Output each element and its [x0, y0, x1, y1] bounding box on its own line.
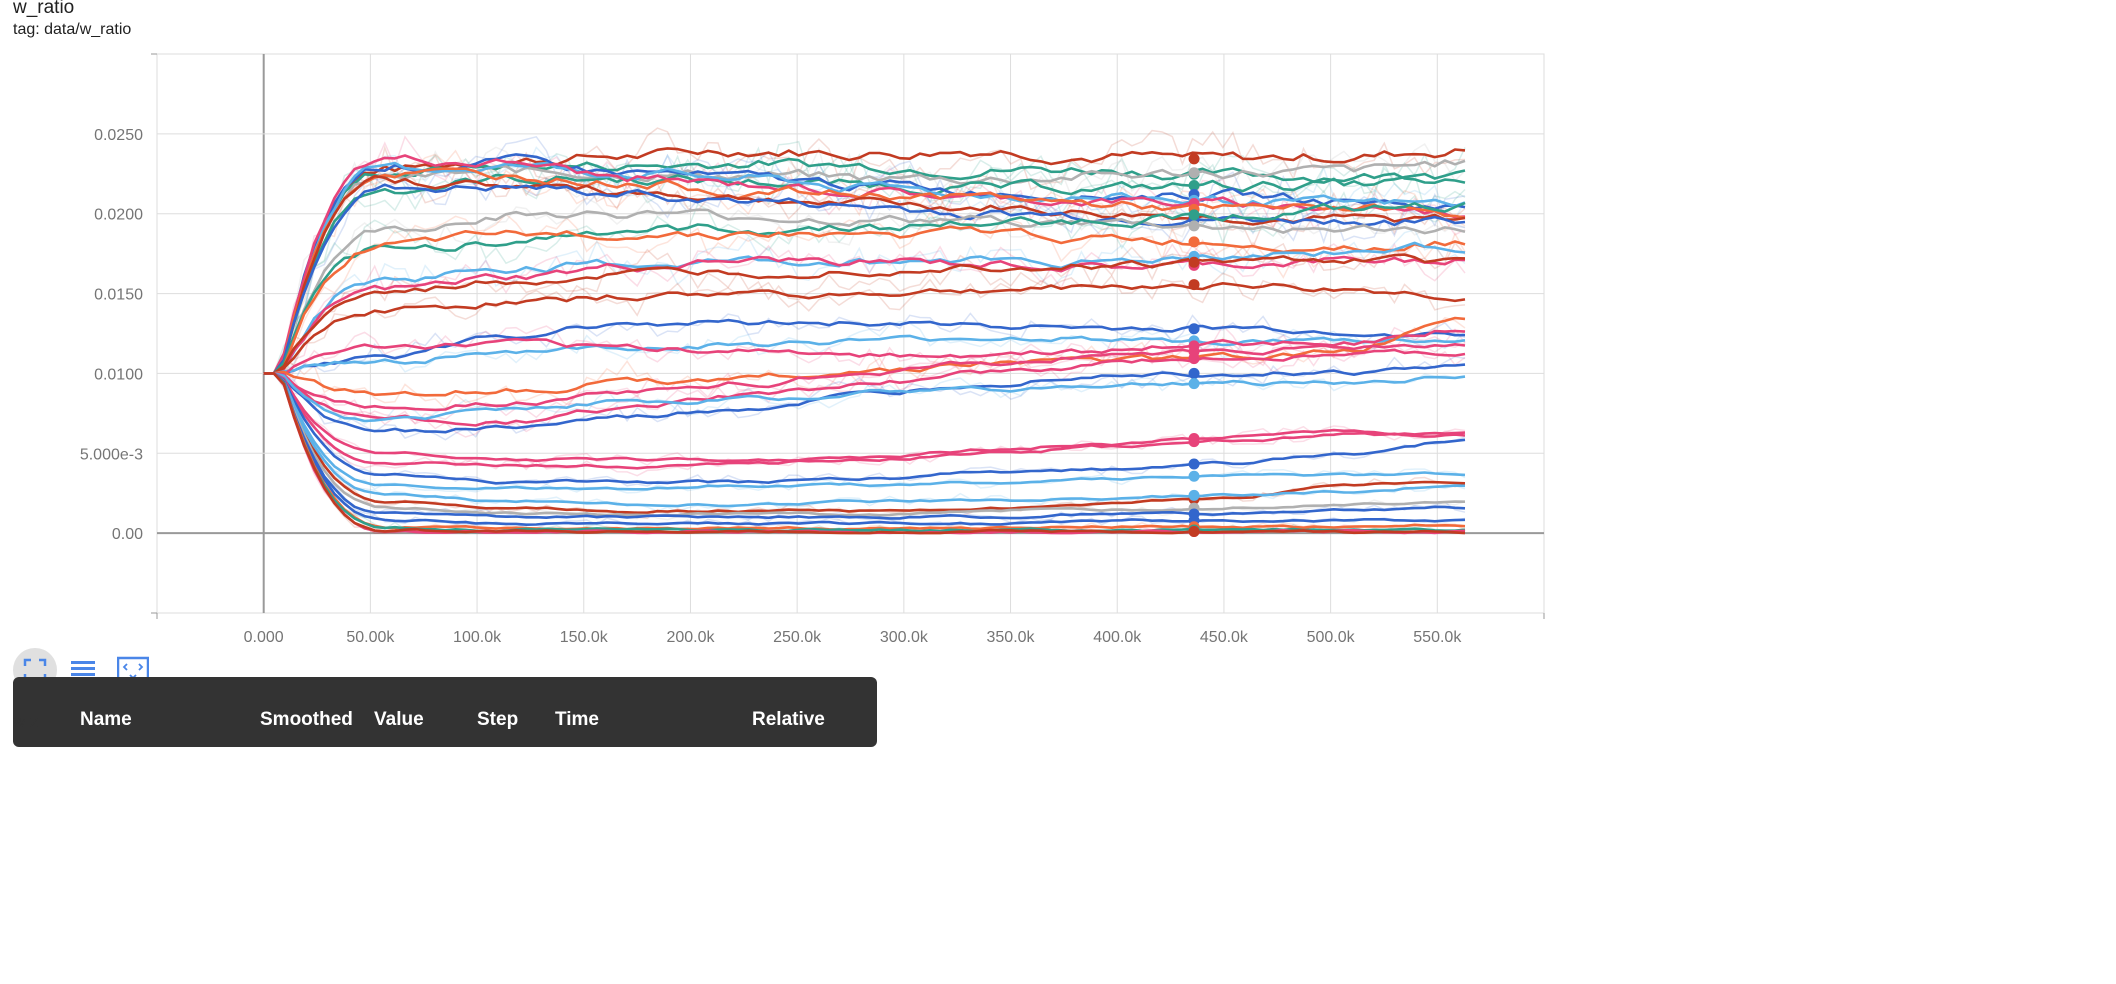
raw-series-line — [263, 320, 1466, 375]
series-line — [263, 372, 1466, 517]
series-line — [263, 201, 1466, 375]
hover-point — [1188, 167, 1200, 179]
series-line — [263, 372, 1466, 423]
x-tick-label: 350.0k — [987, 629, 1036, 646]
x-tick-label: 100.0k — [453, 629, 502, 646]
series-line — [263, 161, 1466, 375]
x-tick-label: 550.0k — [1413, 629, 1462, 646]
raw-series-line — [263, 372, 1466, 468]
fullscreen-icon — [23, 658, 47, 682]
series-line — [263, 183, 1466, 375]
x-tick-label: 50.00k — [346, 629, 395, 646]
hover-point — [1188, 436, 1200, 448]
hover-point — [1188, 153, 1200, 165]
series-line — [263, 225, 1466, 375]
series-line — [263, 372, 1466, 491]
header-smoothed: Smoothed — [260, 709, 353, 730]
hover-point — [1188, 220, 1200, 232]
raw-series-line — [263, 204, 1466, 378]
hover-point — [1188, 367, 1200, 379]
header-value: Value — [374, 709, 424, 730]
header-step: Step — [477, 709, 519, 730]
series-line — [263, 372, 1466, 470]
hover-point — [1188, 256, 1200, 268]
hover-point — [1188, 458, 1200, 470]
hover-point — [1188, 378, 1200, 390]
series-line — [263, 167, 1466, 375]
series-line — [263, 343, 1466, 412]
series-line — [263, 372, 1466, 526]
series-line — [263, 372, 1466, 520]
hover-point — [1188, 279, 1200, 291]
x-tick-label: 400.0k — [1093, 629, 1142, 646]
raw-series-line — [263, 272, 1466, 375]
header-relative: Relative — [752, 709, 825, 730]
series-line — [263, 372, 1466, 485]
hover-point — [1188, 526, 1200, 538]
raw-series-line — [263, 140, 1466, 375]
raw-series-line — [263, 340, 1466, 438]
header-name: Name — [80, 709, 132, 730]
x-tick-label: 500.0k — [1307, 629, 1356, 646]
y-tick-label: 0.00 — [112, 526, 143, 543]
tooltip-table: Name Smoothed Value Step Time Relative — [13, 677, 877, 747]
raw-series-line — [263, 241, 1466, 375]
hover-point — [1188, 489, 1200, 501]
series-line — [263, 255, 1466, 375]
series-line — [263, 208, 1466, 375]
hover-point — [1188, 470, 1200, 482]
x-tick-label: 150.0k — [560, 629, 609, 646]
series-line — [263, 174, 1466, 375]
series-line — [263, 282, 1466, 375]
y-tick-label: 5.000e-3 — [80, 446, 143, 463]
raw-series-line — [263, 355, 1466, 441]
series-line — [263, 372, 1466, 463]
x-tick-label: 200.0k — [666, 629, 715, 646]
x-tick-label: 0.000 — [244, 629, 284, 646]
hover-point — [1188, 180, 1200, 192]
raw-series-line — [263, 142, 1466, 375]
chart-axes — [151, 53, 1545, 619]
y-tick-label: 0.0200 — [94, 207, 143, 224]
series-line — [263, 329, 1466, 377]
series-line — [263, 159, 1466, 375]
hover-point — [1188, 236, 1200, 248]
hover-point — [1188, 209, 1200, 221]
series-line — [263, 318, 1466, 375]
series-line — [263, 253, 1466, 375]
scalar-chart[interactable]: 0.00 5.000e-3 0.0100 0.0150 0.0200 0.0250 0.0… — [0, 0, 1568, 650]
smoothed-series-lines — [263, 147, 1466, 535]
series-line — [263, 372, 1466, 535]
x-tick-label: 300.0k — [880, 629, 929, 646]
raw-series-line — [263, 372, 1466, 477]
series-line — [263, 372, 1466, 531]
y-tick-label: 0.0150 — [94, 287, 143, 304]
wz-label: w z — [13, 712, 39, 731]
y-axis-ticks: 0.00 5.000e-3 0.0100 0.0150 0.0200 0.0250 — [80, 127, 143, 543]
header-time: Time — [555, 709, 600, 730]
hover-point — [1188, 323, 1200, 335]
x-tick-label: 250.0k — [773, 629, 822, 646]
plot-frame — [156, 53, 1545, 614]
series-line — [263, 372, 1466, 508]
raw-series-line — [263, 372, 1466, 426]
hover-markers — [1188, 153, 1200, 538]
card-title: w_ratio — [13, 0, 75, 18]
y-tick-label: 0.0250 — [94, 127, 143, 144]
x-tick-label: 450.0k — [1200, 629, 1249, 646]
y-tick-label: 0.0100 — [94, 366, 143, 383]
raw-series-line — [263, 242, 1466, 375]
series-line — [263, 348, 1466, 427]
card-tag: tag: data/w_ratio — [13, 21, 132, 38]
hover-point — [1188, 353, 1200, 365]
x-axis-ticks: 0.000 50.00k 100.0k 150.0k 200.0k 250.0k 300.0… — [244, 629, 1463, 646]
